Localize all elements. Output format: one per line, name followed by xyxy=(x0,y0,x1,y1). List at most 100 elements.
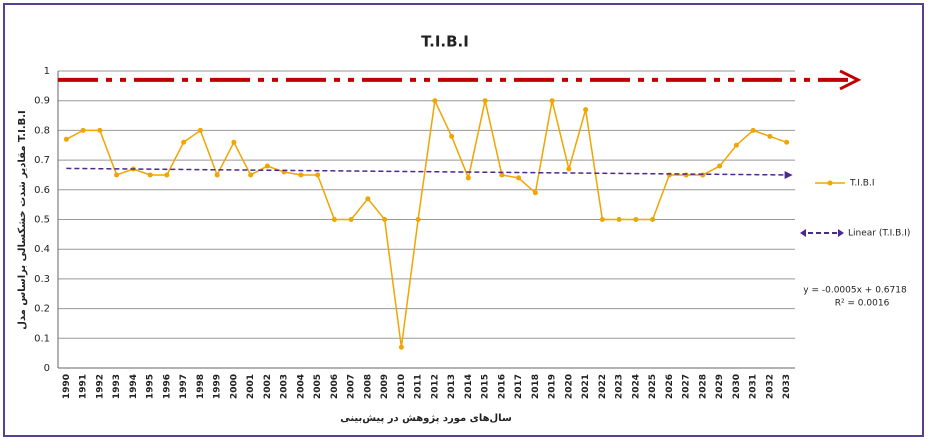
x-tick-label: 2009 xyxy=(380,374,390,399)
data-point xyxy=(147,172,153,178)
y-tick-label: 0.5 xyxy=(34,215,50,226)
x-tick-label: 2030 xyxy=(732,374,742,399)
data-point xyxy=(750,127,756,133)
x-tick-label: 1999 xyxy=(213,374,223,399)
data-point xyxy=(633,217,639,222)
y-axis-title: مقادیر شدت خشکسالی براساس مدل T.I.B.I xyxy=(17,110,28,330)
x-tick-label: 1992 xyxy=(95,374,105,399)
x-tick-label: 2011 xyxy=(414,374,424,399)
data-line xyxy=(66,98,787,348)
x-axis-title: سال‌های مورد پژوهش در پیش‌بینی xyxy=(340,413,512,424)
x-tick-label: 1991 xyxy=(79,374,89,399)
data-point xyxy=(197,127,203,133)
data-point xyxy=(214,172,220,178)
x-tick-label: 2004 xyxy=(296,374,306,399)
data-point xyxy=(465,175,471,181)
y-tick-label: 1 xyxy=(44,66,50,77)
legend-marker xyxy=(827,180,833,186)
data-point xyxy=(80,127,86,133)
legend-label: Linear (T.I.B.I) xyxy=(848,229,910,239)
x-tick-label: 2020 xyxy=(564,374,574,399)
x-tick-label: 1998 xyxy=(196,374,206,399)
data-point xyxy=(616,217,622,222)
x-tick-label: 2005 xyxy=(313,374,323,399)
data-point xyxy=(248,172,254,178)
x-tick-label: 2006 xyxy=(330,374,340,399)
x-tick-label: 2027 xyxy=(682,374,692,399)
data-point xyxy=(583,107,589,113)
data-point xyxy=(231,139,237,145)
data-point xyxy=(683,172,689,178)
data-point xyxy=(717,163,723,169)
data-point xyxy=(516,175,522,181)
x-tick-label: 2023 xyxy=(615,374,625,399)
x-tick-label: 2007 xyxy=(347,374,357,399)
y-tick-label: 0.6 xyxy=(34,185,50,196)
x-tick-label: 2033 xyxy=(782,374,792,399)
data-point xyxy=(700,172,706,178)
x-tick-label: 2012 xyxy=(430,374,440,399)
data-point xyxy=(315,172,321,178)
x-tick-label: 2024 xyxy=(631,374,641,399)
x-tick-label: 2001 xyxy=(246,374,256,399)
data-point xyxy=(181,139,187,145)
data-point xyxy=(164,172,170,178)
data-point xyxy=(97,127,103,133)
data-point xyxy=(549,98,555,104)
y-tick-label: 0.9 xyxy=(34,96,50,107)
x-tick-label: 2014 xyxy=(464,374,474,399)
y-tick-label: 0 xyxy=(44,363,50,374)
x-tick-label: 2002 xyxy=(263,374,273,399)
data-point xyxy=(599,217,605,222)
y-tick-label: 0.4 xyxy=(34,244,50,255)
y-tick-label: 0.7 xyxy=(34,155,50,166)
trend-equation: y = -0.0005x + 0.6718 xyxy=(803,286,907,296)
x-tick-label: 2021 xyxy=(581,374,591,399)
x-tick-label: 2000 xyxy=(229,374,239,399)
reference-arrow xyxy=(839,69,862,91)
data-point xyxy=(298,172,304,178)
data-point xyxy=(348,217,354,222)
x-tick-label: 2015 xyxy=(481,374,491,399)
x-tick-label: 2031 xyxy=(749,374,759,399)
x-tick-label: 2008 xyxy=(363,374,373,399)
data-point xyxy=(566,166,572,172)
data-point xyxy=(650,217,656,222)
data-point xyxy=(784,139,790,145)
trend-line xyxy=(66,167,787,176)
y-tick-label: 0.8 xyxy=(34,125,50,136)
x-tick-label: 1996 xyxy=(162,374,172,399)
x-tick-label: 1994 xyxy=(129,374,139,399)
x-tick-label: 2010 xyxy=(397,374,407,399)
x-tick-label: 1993 xyxy=(112,374,122,399)
chart-title: T.I.B.I xyxy=(421,33,469,51)
x-tick-label: 1997 xyxy=(179,374,189,399)
x-tick-label: 2003 xyxy=(280,374,290,399)
data-point xyxy=(532,190,538,196)
data-point xyxy=(114,172,120,178)
data-point xyxy=(331,217,337,222)
data-point xyxy=(415,217,421,222)
data-point xyxy=(432,98,438,104)
x-tick-label: 2028 xyxy=(698,374,708,399)
data-point xyxy=(482,98,488,104)
x-tick-label: 2026 xyxy=(665,374,675,399)
trend-arrow xyxy=(784,170,793,179)
data-point xyxy=(365,196,371,202)
x-tick-label: 2016 xyxy=(497,374,507,399)
data-point xyxy=(499,172,505,178)
y-tick-label: 0.2 xyxy=(34,304,50,315)
x-tick-label: 2022 xyxy=(598,374,608,399)
data-point xyxy=(382,217,388,222)
legend-arrow xyxy=(800,229,806,237)
data-point xyxy=(63,136,69,142)
x-tick-label: 2029 xyxy=(715,374,725,399)
legend-arrow xyxy=(838,229,844,237)
y-tick-label: 0.3 xyxy=(34,274,50,285)
data-point xyxy=(449,133,455,139)
x-tick-label: 2013 xyxy=(447,374,457,399)
x-tick-label: 2018 xyxy=(531,374,541,399)
x-tick-label: 2017 xyxy=(514,374,524,399)
trend-r-squared: R² = 0.0016 xyxy=(835,299,890,309)
